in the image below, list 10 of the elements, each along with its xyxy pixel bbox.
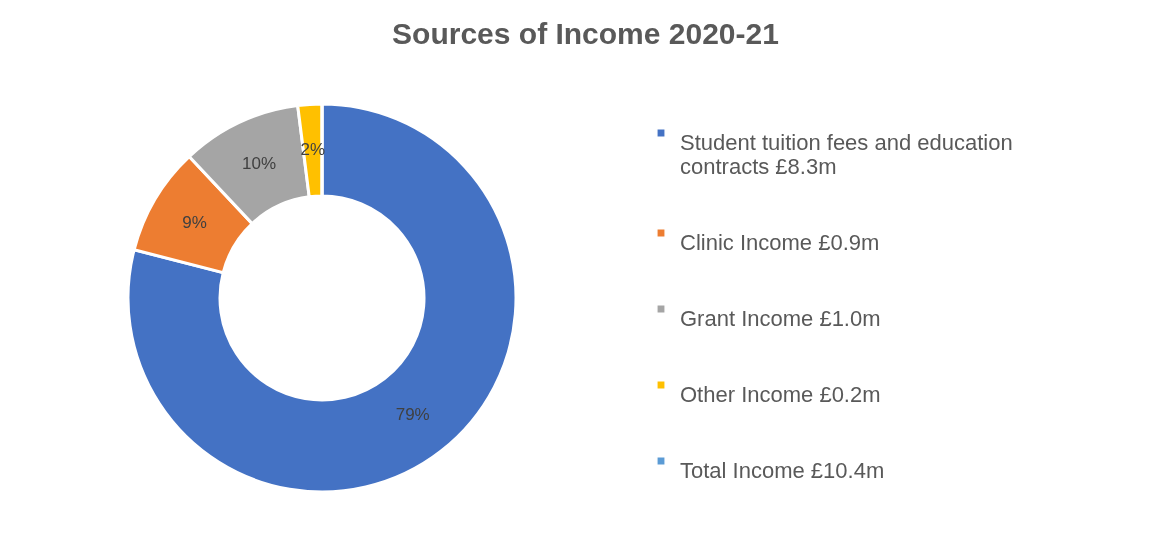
legend-label: Other Income £0.2m bbox=[680, 382, 881, 407]
legend-label: Student tuition fees and education contracts £8.3m bbox=[680, 130, 1013, 179]
donut-slice bbox=[126, 102, 518, 494]
legend-label: Total Income £10.4m bbox=[680, 458, 885, 483]
legend-label: Grant Income £1.0m bbox=[680, 306, 881, 331]
chart-title: Sources of Income 2020-21 bbox=[392, 17, 779, 50]
data-label: 10% bbox=[241, 154, 276, 174]
data-label: 79% bbox=[395, 404, 430, 424]
data-label: 9% bbox=[182, 212, 207, 232]
legend-label: Clinic Income £0.9m bbox=[680, 230, 880, 255]
